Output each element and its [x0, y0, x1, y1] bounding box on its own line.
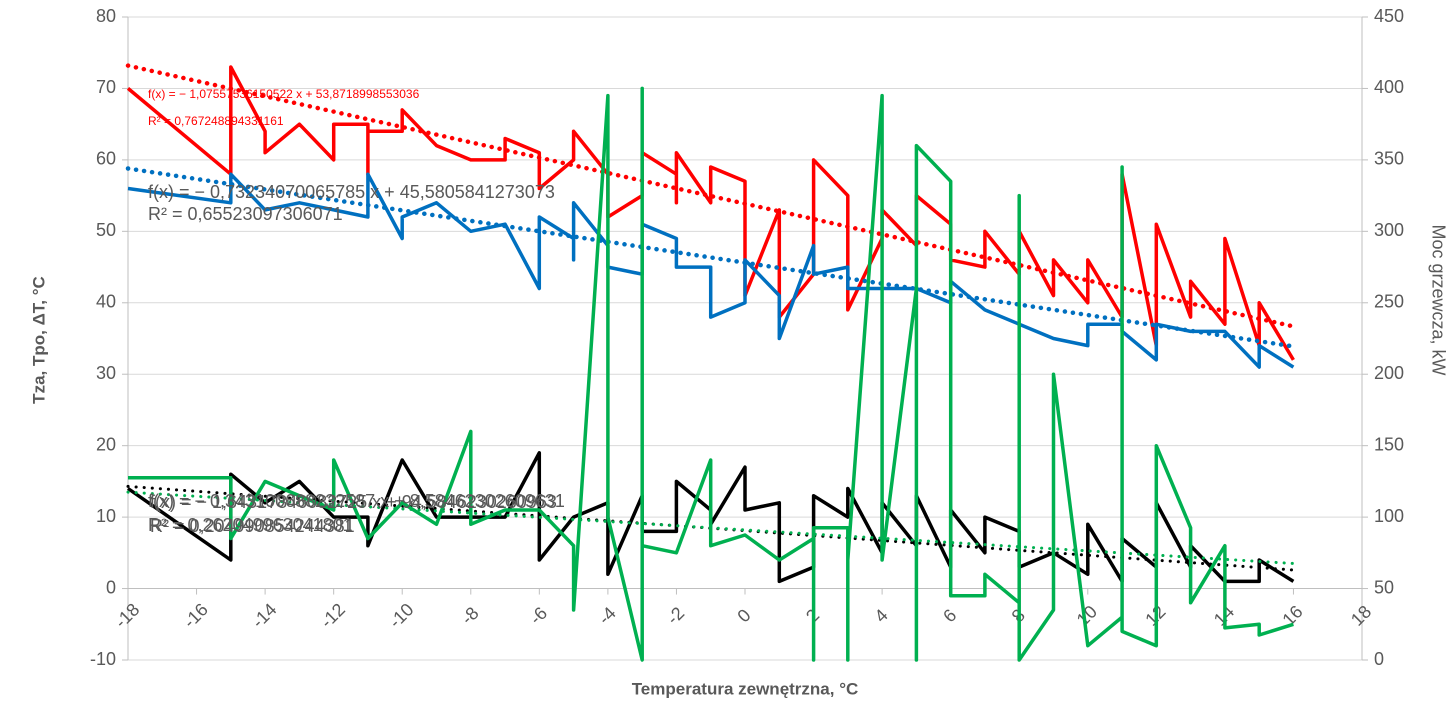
x-tick-label: -14: [248, 599, 281, 632]
y2-tick-label: 400: [1374, 77, 1404, 97]
trend-r2: R² = 0,262049963041801: [148, 515, 353, 535]
x-tick-label: 18: [1347, 602, 1375, 630]
x-tick-label: -2: [663, 603, 688, 628]
y-axis-title: Tza, Tpo, ΔT, °C: [29, 276, 48, 404]
x-tick-label: -6: [526, 603, 551, 628]
y-tick-label: 50: [96, 220, 116, 240]
trend-equation: f(x) = − 1,64317846082725 x + 94,5846230…: [150, 492, 557, 512]
trendline: [125, 166, 1296, 349]
y2-tick-label: 450: [1374, 6, 1404, 26]
series-line: [127, 172, 1295, 369]
x-axis-title: Temperatura zewnętrzna, °C: [632, 679, 859, 698]
x-tick-label: -10: [385, 599, 418, 632]
trend-r2: R² = 0,767248894331161: [148, 114, 284, 128]
x-tick-label: -4: [594, 603, 619, 628]
y-tick-label: 10: [96, 506, 116, 526]
y2-tick-label: 100: [1374, 506, 1404, 526]
y-tick-label: 20: [96, 434, 116, 454]
trend-equation: f(x) = − 1,07557536150522 x + 53,8718998…: [148, 87, 420, 101]
y2-tick-label: 350: [1374, 149, 1404, 169]
y2-tick-label: 250: [1374, 292, 1404, 312]
y2-axis-title: Moc grzewcza, kW: [1428, 224, 1447, 375]
y-tick-label: 80: [96, 6, 116, 26]
trend-r2: R² = 0,204990854244381: [150, 516, 355, 536]
y-tick-label: -10: [90, 649, 116, 669]
x-tick-label: 4: [871, 605, 892, 626]
y-tick-label: 40: [96, 292, 116, 312]
trend-equation: f(x) = − 0,73234070065785 x + 45,5805841…: [148, 182, 555, 202]
y-tick-label: 60: [96, 149, 116, 169]
series-line: [128, 86, 1294, 662]
x-tick-label: -18: [111, 599, 144, 632]
y-tick-label: 30: [96, 363, 116, 383]
y2-tick-label: 150: [1374, 434, 1404, 454]
x-tick-label: -8: [457, 603, 482, 628]
trend-r2: R² = 0,65523097306071: [148, 204, 343, 224]
y2-tick-label: 300: [1374, 220, 1404, 240]
trend-equation: f(x) = − 0,343100688232587 x + 8,5846230…: [148, 491, 565, 511]
trendline: [125, 63, 1296, 329]
y2-tick-label: 0: [1374, 649, 1384, 669]
y2-tick-label: 200: [1374, 363, 1404, 383]
y-tick-label: 0: [106, 577, 116, 597]
x-tick-label: 6: [939, 605, 960, 626]
x-tick-label: 0: [734, 605, 755, 626]
x-tick-label: -12: [317, 599, 350, 632]
x-tick-label: -16: [179, 599, 212, 632]
y2-tick-label: 50: [1374, 577, 1394, 597]
y-tick-label: 70: [96, 77, 116, 97]
trendline: [126, 490, 1295, 565]
